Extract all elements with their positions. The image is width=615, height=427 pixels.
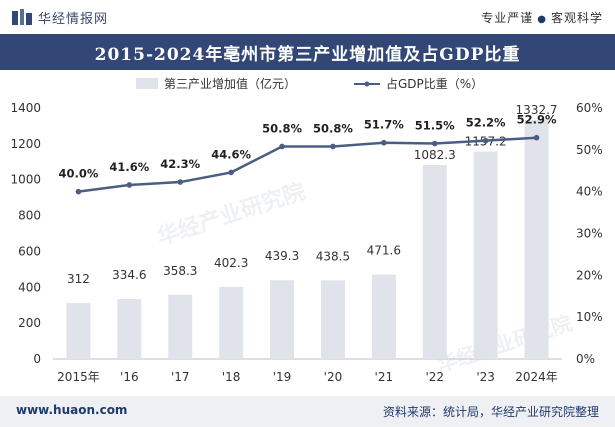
top-bar: 华经情报网 专业严谨 ● 客观科学 (0, 0, 615, 34)
bar-value-label: 334.6 (112, 268, 146, 282)
y-left-tick-label: 1200 (10, 137, 41, 151)
website-link[interactable]: www.huaon.com (16, 403, 128, 417)
brand-name: 华经情报网 (38, 12, 109, 27)
x-tick-label: '21 (375, 370, 394, 384)
share-value-label: 41.6% (109, 160, 149, 174)
share-point (533, 134, 540, 141)
x-tick-label: '20 (324, 370, 343, 384)
x-tick-label: '17 (171, 370, 190, 384)
bar (422, 164, 447, 359)
share-value-label: 50.8% (313, 121, 353, 135)
share-point (431, 140, 438, 147)
bar-value-label: 1082.3 (414, 148, 456, 162)
watermark: 华经产业研究院 (434, 311, 575, 377)
y-right-tick-label: 40% (576, 185, 603, 199)
logo-icon (12, 9, 32, 25)
share-point (177, 179, 184, 185)
bar (117, 299, 142, 359)
legend-line-marker (364, 81, 370, 87)
legend-bar-swatch (136, 78, 158, 89)
y-right-tick-label: 0% (576, 352, 595, 366)
share-value-label: 44.6% (211, 147, 251, 161)
share-line (78, 136, 537, 193)
bar-value-label: 1332.7 (516, 103, 558, 117)
separator-dot-icon: ● (537, 14, 547, 25)
footer: www.huaon.com 资料来源：统计局，华经产业研究院整理 (0, 396, 615, 427)
y-left-tick-label: 200 (18, 316, 41, 330)
source-note: 资料来源：统计局，华经产业研究院整理 (382, 405, 599, 419)
y-right-tick-label: 60% (576, 101, 603, 115)
bar (219, 286, 244, 359)
bar-value-label: 438.5 (316, 249, 350, 263)
share-value-label: 52.9% (517, 113, 557, 127)
bar-value-label: 439.3 (265, 249, 299, 263)
y-right-tick-label: 50% (576, 143, 603, 157)
bar (66, 303, 91, 359)
share-point (279, 143, 285, 150)
y-left-tick-label: 400 (18, 280, 41, 294)
share-point (126, 182, 133, 188)
x-tick-label: 2015年 (57, 370, 100, 384)
share-value-label: 40.0% (58, 167, 98, 181)
x-tick-label: '23 (476, 370, 495, 384)
bar-value-label: 471.6 (367, 243, 401, 257)
share-value-label: 51.7% (364, 118, 404, 132)
title-bar: 2015-2024年亳州市第三产业增加值及占GDP比重 (0, 34, 615, 70)
share-point (228, 169, 234, 176)
share-point (381, 139, 387, 146)
x-tick-label: '19 (273, 370, 292, 384)
bar (524, 120, 549, 359)
bar (270, 280, 295, 359)
bar (473, 151, 498, 359)
bar (168, 294, 193, 359)
y-left-tick-label: 800 (18, 209, 41, 223)
y-right-tick-label: 30% (576, 227, 603, 241)
share-point (330, 143, 336, 150)
x-tick-label: '18 (222, 370, 241, 384)
bar-value-label: 312 (67, 272, 90, 286)
legend-line-label: 占GDP比重（%） (386, 76, 483, 91)
y-left-tick-label: 600 (18, 244, 41, 258)
watermark: 华经产业研究院 (154, 178, 309, 250)
share-value-label: 50.8% (262, 121, 302, 135)
bar-value-label: 402.3 (214, 256, 248, 270)
slogan-right: 客观科学 (550, 11, 603, 25)
bar (371, 274, 396, 359)
x-tick-label: '16 (120, 370, 139, 384)
share-value-label: 52.2% (466, 116, 506, 130)
chart-title: 2015-2024年亳州市第三产业增加值及占GDP比重 (94, 44, 521, 65)
y-right-tick-label: 10% (576, 310, 603, 324)
share-point (75, 188, 82, 195)
y-left-tick-label: 0 (33, 352, 41, 366)
legend-bar-label: 第三产业增加值（亿元） (164, 76, 296, 91)
bar (320, 280, 345, 359)
share-value-label: 51.5% (415, 119, 455, 133)
y-left-tick-label: 1000 (10, 173, 41, 187)
slogan-left: 专业严谨 (481, 11, 534, 25)
y-left-tick-label: 1400 (10, 101, 41, 115)
x-tick-label: 2024年 (515, 370, 558, 384)
bar-value-label: 358.3 (163, 264, 197, 278)
share-point (482, 137, 489, 144)
x-tick-label: '22 (425, 370, 444, 384)
slogan: 专业严谨 ● 客观科学 (481, 9, 603, 26)
y-right-tick-label: 20% (576, 268, 603, 282)
share-value-label: 42.3% (160, 157, 200, 171)
